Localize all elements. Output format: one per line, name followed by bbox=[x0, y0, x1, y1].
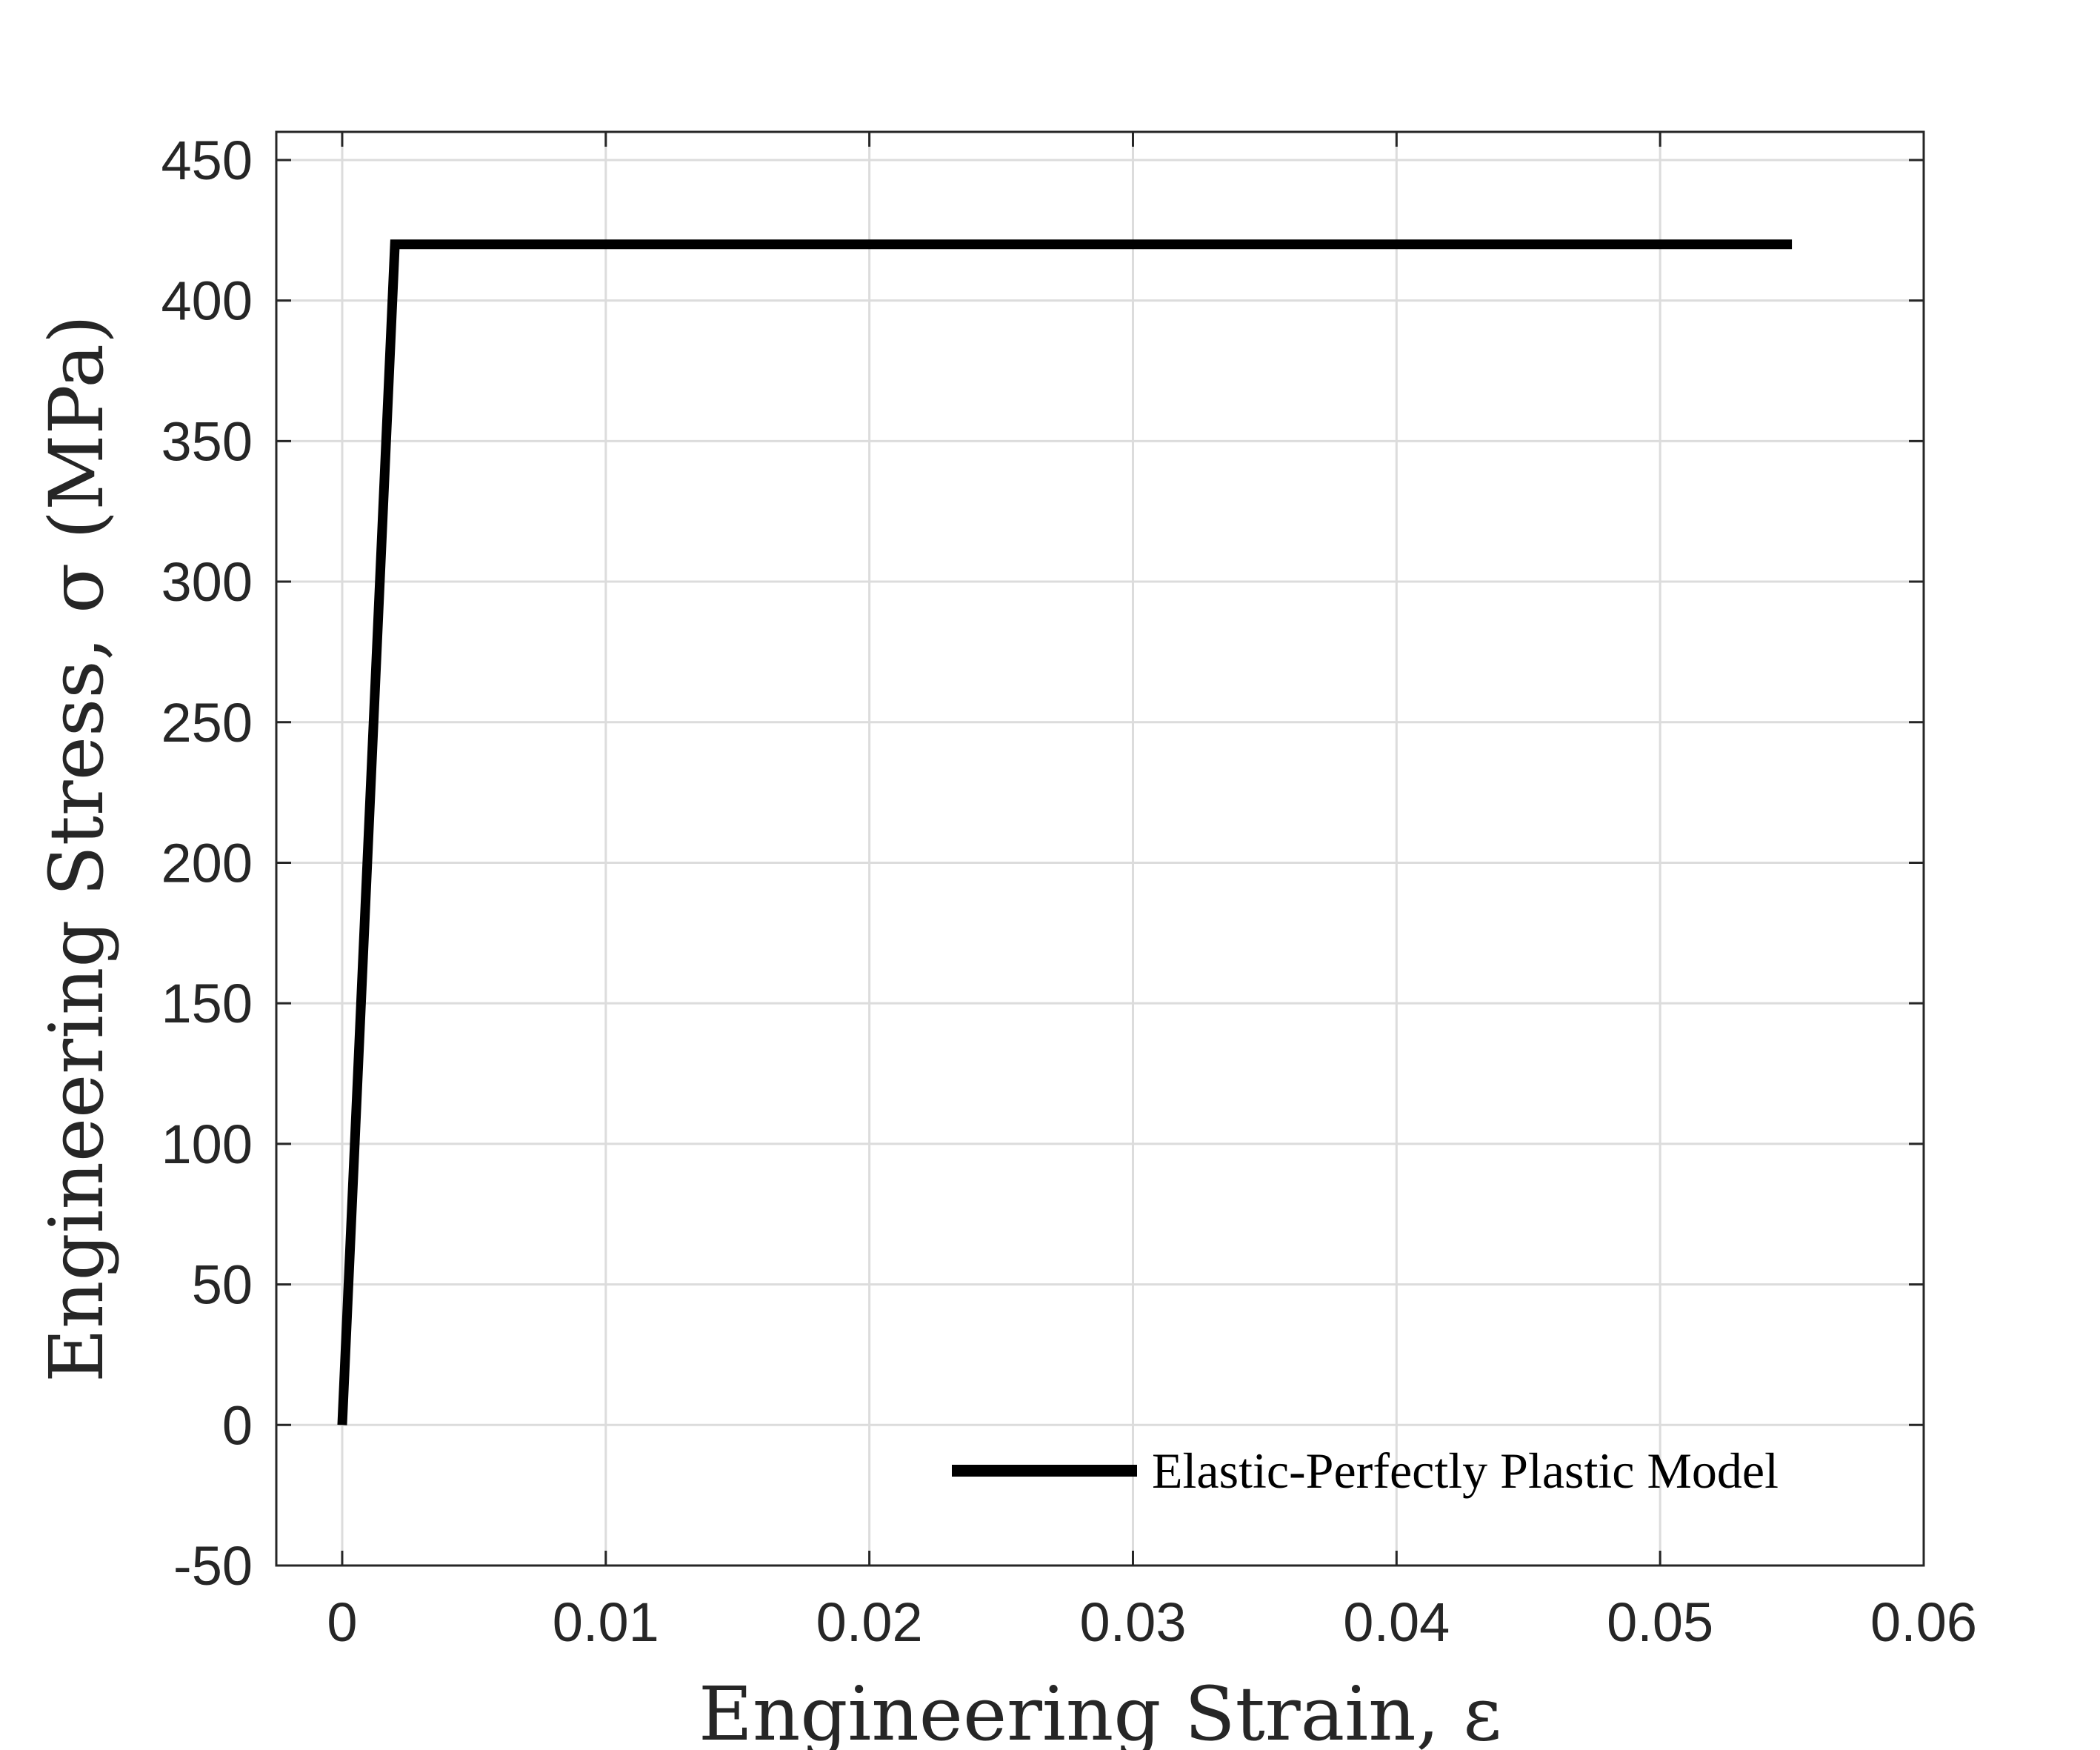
x-tick-label: 0.03 bbox=[1079, 1591, 1186, 1653]
y-tick-label: 50 bbox=[192, 1254, 253, 1316]
y-tick-label: 300 bbox=[161, 551, 253, 613]
y-axis-label: Engineering Stress, σ (MPa) bbox=[33, 315, 120, 1383]
y-tick-label: 0 bbox=[222, 1394, 253, 1456]
y-tick-label: 200 bbox=[161, 832, 253, 894]
x-tick-label: 0.04 bbox=[1343, 1591, 1450, 1653]
y-tick-label: 400 bbox=[161, 270, 253, 332]
x-tick-label: 0.01 bbox=[553, 1591, 659, 1653]
y-tick-label: 250 bbox=[161, 692, 253, 753]
y-tick-label: -50 bbox=[173, 1535, 253, 1597]
x-tick-labels: 0 0.01 0.02 0.03 0.04 0.05 0.06 bbox=[327, 1591, 1977, 1653]
x-axis-label: Engineering Strain, ε bbox=[699, 1671, 1501, 1750]
plot-frame bbox=[275, 130, 1925, 1567]
y-tick-label: 350 bbox=[161, 410, 253, 472]
legend: Elastic-Perfectly Plastic Model bbox=[952, 1443, 1779, 1499]
y-tick-label: 450 bbox=[161, 130, 253, 191]
series-layer bbox=[337, 239, 1793, 1425]
x-tick-label: 0.02 bbox=[816, 1591, 923, 1653]
y-tick-label: 150 bbox=[161, 973, 253, 1034]
x-tick-label: 0.05 bbox=[1607, 1591, 1713, 1653]
y-tick-labels: -50 0 50 100 150 200 250 300 350 400 450 bbox=[161, 130, 253, 1597]
y-gridlines bbox=[276, 159, 1924, 1567]
x-tick-label: 0.06 bbox=[1870, 1591, 1977, 1653]
plot-area bbox=[276, 132, 1924, 1566]
x-tick-label: 0 bbox=[327, 1591, 357, 1653]
series-line bbox=[337, 239, 1793, 1425]
legend-entry-label: Elastic-Perfectly Plastic Model bbox=[1152, 1443, 1779, 1499]
y-tick-label: 100 bbox=[161, 1114, 253, 1175]
